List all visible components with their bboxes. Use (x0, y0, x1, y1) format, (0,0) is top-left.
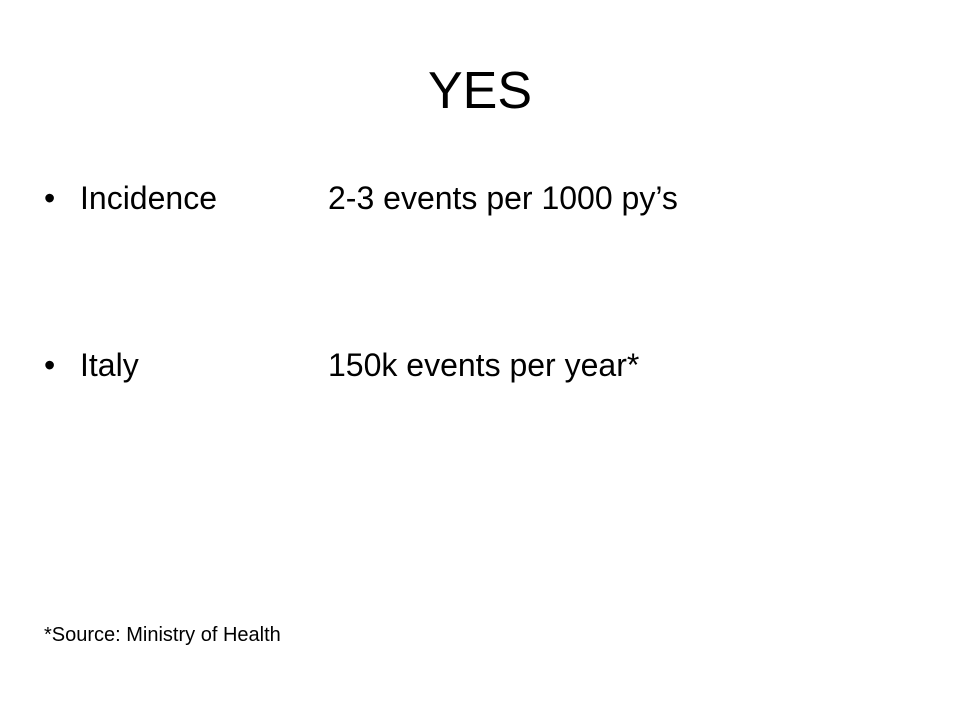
bullet-value: 2-3 events per 1000 py’s (328, 180, 678, 216)
bullet-dot-icon: • (44, 180, 56, 216)
bullet-label: Incidence (80, 180, 217, 216)
bullet-dot-icon: • (44, 347, 56, 383)
slide-title: YES (427, 62, 533, 120)
bullet-label: Italy (80, 347, 139, 383)
bullet-value: 150k events per year* (328, 347, 640, 383)
source-footnote: *Source: Ministry of Health (44, 624, 281, 646)
